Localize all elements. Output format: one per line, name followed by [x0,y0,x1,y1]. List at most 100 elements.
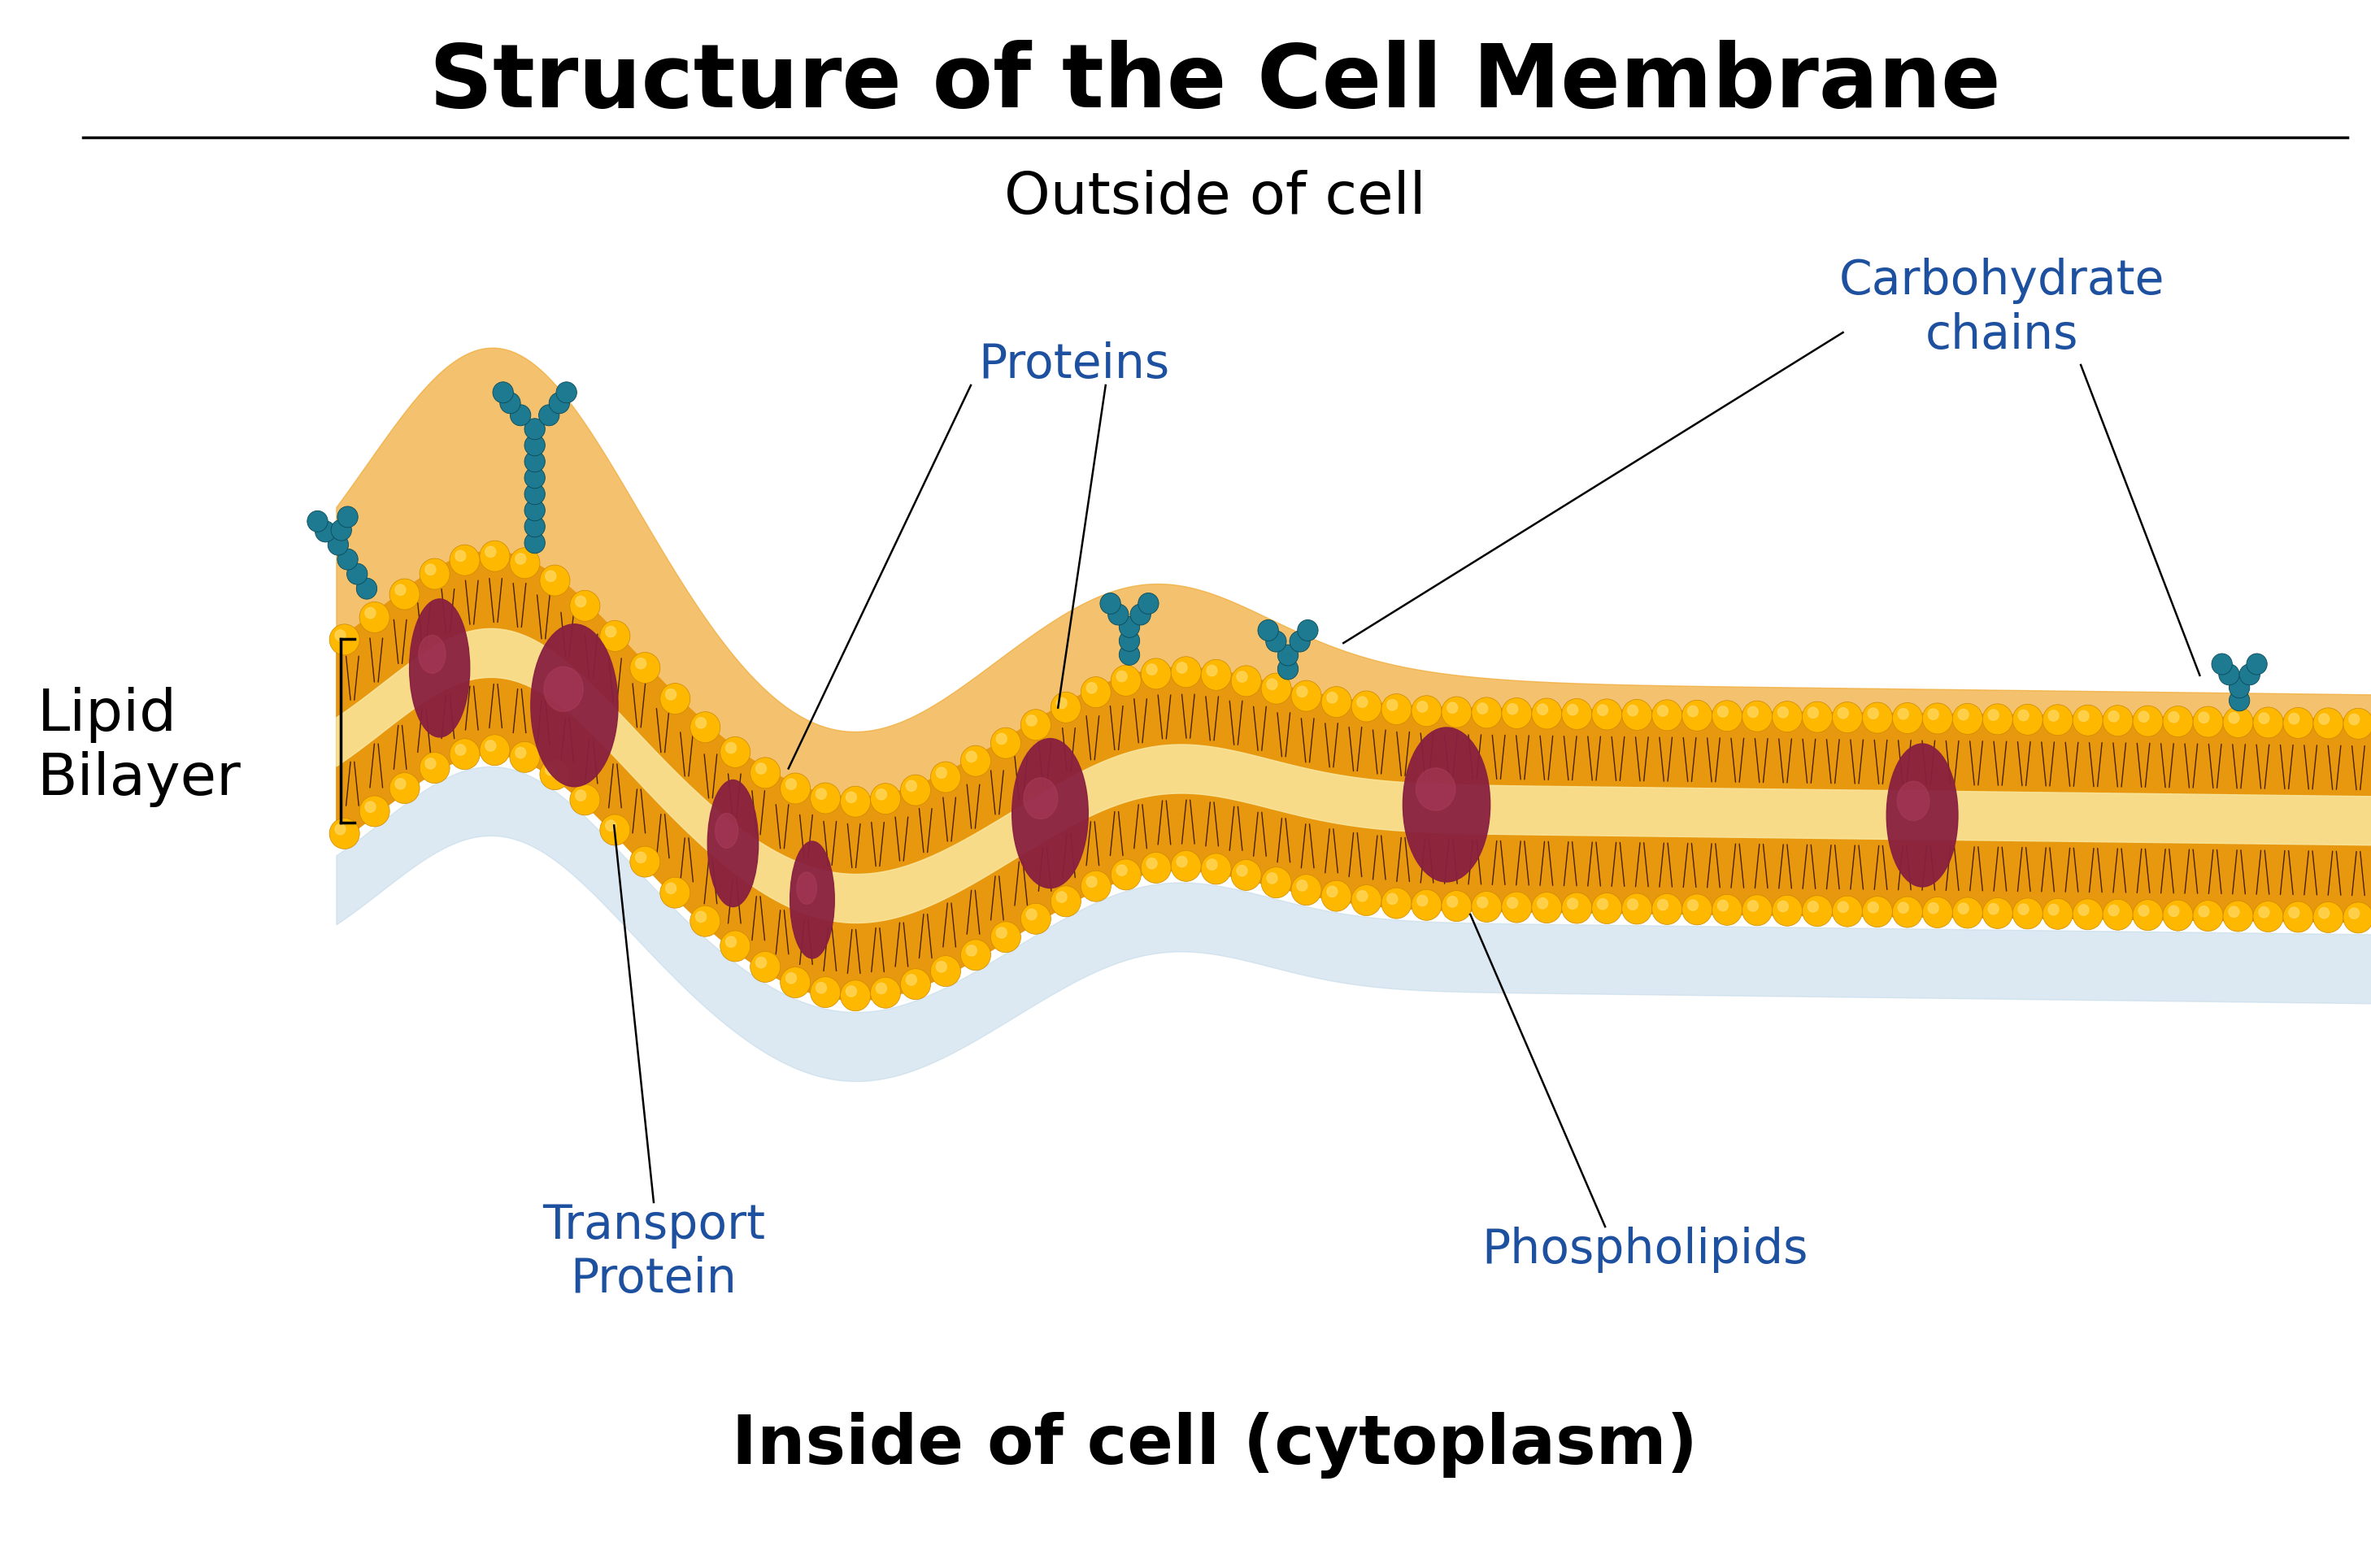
Circle shape [1532,892,1562,924]
Ellipse shape [790,842,835,958]
Circle shape [1861,897,1892,927]
Circle shape [2350,908,2359,919]
Circle shape [1022,903,1050,935]
Circle shape [455,745,465,756]
Circle shape [631,847,659,877]
Circle shape [1838,902,1849,913]
Circle shape [2224,900,2252,931]
Circle shape [839,786,870,817]
Circle shape [756,764,766,775]
Circle shape [524,532,545,554]
Circle shape [1117,671,1126,682]
Circle shape [967,946,977,956]
Circle shape [2319,908,2328,919]
Circle shape [1238,866,1247,877]
Circle shape [524,516,545,538]
Circle shape [1989,903,1999,914]
Circle shape [334,630,346,641]
Circle shape [330,624,360,655]
Circle shape [901,969,932,999]
Circle shape [1351,884,1382,916]
Circle shape [1266,873,1278,884]
Circle shape [1176,662,1188,673]
Circle shape [1140,659,1171,690]
Circle shape [1536,898,1548,909]
Circle shape [493,383,515,403]
Circle shape [1086,877,1098,887]
Ellipse shape [707,779,759,906]
Circle shape [2288,908,2300,917]
Circle shape [346,563,368,585]
Text: Transport
Protein: Transport Protein [543,1203,766,1301]
Circle shape [1119,616,1140,638]
Circle shape [389,579,420,610]
Circle shape [1897,902,1909,913]
Circle shape [2238,663,2260,685]
Circle shape [1923,897,1954,928]
Circle shape [1536,704,1548,715]
Circle shape [960,745,991,776]
Circle shape [600,814,631,845]
Polygon shape [337,348,2371,1000]
Ellipse shape [420,635,446,673]
Circle shape [1743,701,1771,732]
Circle shape [1472,891,1501,922]
Circle shape [2283,707,2314,739]
Circle shape [870,784,901,814]
Circle shape [1207,859,1216,870]
Circle shape [1292,875,1321,905]
Circle shape [2162,900,2193,931]
Circle shape [2013,898,2044,928]
Polygon shape [337,629,2371,924]
Circle shape [524,452,545,472]
Circle shape [330,818,360,848]
Circle shape [780,773,811,804]
Circle shape [846,986,856,997]
Circle shape [605,626,616,637]
Circle shape [455,550,465,561]
Circle shape [550,392,569,414]
Circle shape [875,789,887,800]
Ellipse shape [1404,728,1489,881]
Circle shape [996,927,1008,938]
Circle shape [1297,880,1306,891]
Circle shape [1351,691,1382,721]
Circle shape [721,931,749,961]
Circle shape [1117,866,1126,875]
Polygon shape [337,552,2371,1000]
Circle shape [1442,696,1472,728]
Circle shape [1176,856,1188,867]
Circle shape [1148,663,1157,674]
Circle shape [2108,905,2120,916]
Circle shape [327,535,349,555]
Circle shape [2193,900,2224,931]
Circle shape [1712,894,1743,925]
Circle shape [1982,704,2013,735]
Ellipse shape [716,814,737,848]
Circle shape [1382,887,1411,919]
Circle shape [524,419,545,439]
Circle shape [1807,707,1819,718]
Ellipse shape [543,666,583,712]
Circle shape [1861,702,1892,734]
Circle shape [1627,898,1638,909]
Circle shape [600,621,631,651]
Circle shape [510,405,531,426]
Circle shape [1928,903,1939,914]
Circle shape [2013,704,2044,735]
Circle shape [2288,713,2300,724]
Circle shape [1086,682,1098,693]
Circle shape [1027,909,1036,920]
Circle shape [2139,712,2148,723]
Circle shape [315,521,337,543]
Circle shape [524,483,545,505]
Circle shape [1771,895,1802,927]
Circle shape [1138,593,1159,615]
Circle shape [2212,654,2231,674]
Circle shape [2224,707,2252,737]
Circle shape [870,977,901,1008]
Circle shape [749,757,780,789]
Circle shape [2079,905,2089,916]
Circle shape [1892,897,1923,928]
Circle shape [2314,707,2343,739]
